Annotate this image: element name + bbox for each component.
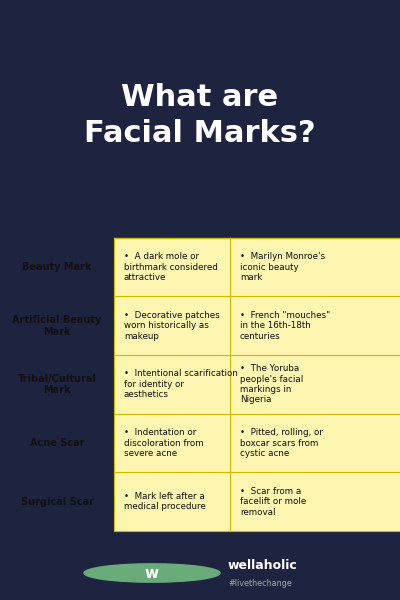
Bar <box>230 472 400 531</box>
Text: DESCRIPTION: DESCRIPTION <box>134 217 210 227</box>
Text: Artificial Beauty
Mark: Artificial Beauty Mark <box>12 315 102 337</box>
Text: •  Mark left after a
medical procedure: • Mark left after a medical procedure <box>124 492 206 511</box>
Text: EXAMPLE: EXAMPLE <box>289 217 341 227</box>
Bar <box>114 414 230 472</box>
Text: TYPE OF FACIAL
MARK: TYPE OF FACIAL MARK <box>12 212 102 233</box>
Bar <box>230 355 400 414</box>
Bar <box>230 296 400 355</box>
Bar <box>230 414 400 472</box>
Bar <box>114 355 230 414</box>
Text: Beauty Mark: Beauty Mark <box>22 262 92 272</box>
Text: •  Pitted, rolling, or
boxcar scars from
cystic acne: • Pitted, rolling, or boxcar scars from … <box>240 428 323 458</box>
Text: •  Indentation or
discoloration from
severe acne: • Indentation or discoloration from seve… <box>124 428 204 458</box>
Text: •  Scar from a
facelift or mole
removal: • Scar from a facelift or mole removal <box>240 487 306 517</box>
Bar <box>230 238 400 296</box>
Bar <box>114 472 230 531</box>
Text: •  A dark mole or
birthmark considered
attractive: • A dark mole or birthmark considered at… <box>124 252 218 282</box>
Text: w: w <box>145 565 159 581</box>
Text: Tribal/Cultural
Mark: Tribal/Cultural Mark <box>18 374 96 395</box>
Text: •  Marilyn Monroe's
iconic beauty
mark: • Marilyn Monroe's iconic beauty mark <box>240 252 325 282</box>
Text: •  The Yoruba
people's facial
markings in
Nigeria: • The Yoruba people's facial markings in… <box>240 364 303 404</box>
Bar <box>114 238 230 296</box>
Text: •  Intentional scarification
for identity or
aesthetics: • Intentional scarification for identity… <box>124 370 238 399</box>
Bar <box>114 296 230 355</box>
Circle shape <box>84 564 220 582</box>
Text: •  Decorative patches
worn historically as
makeup: • Decorative patches worn historically a… <box>124 311 220 341</box>
Text: What are
Facial Marks?: What are Facial Marks? <box>84 83 316 148</box>
Text: wellaholic: wellaholic <box>228 559 298 572</box>
Text: •  French "mouches"
in the 16th-18th
centuries: • French "mouches" in the 16th-18th cent… <box>240 311 330 341</box>
Text: Surgical Scar: Surgical Scar <box>20 497 94 506</box>
Text: #livethechange: #livethechange <box>228 580 292 588</box>
Text: Acne Scar: Acne Scar <box>30 438 84 448</box>
